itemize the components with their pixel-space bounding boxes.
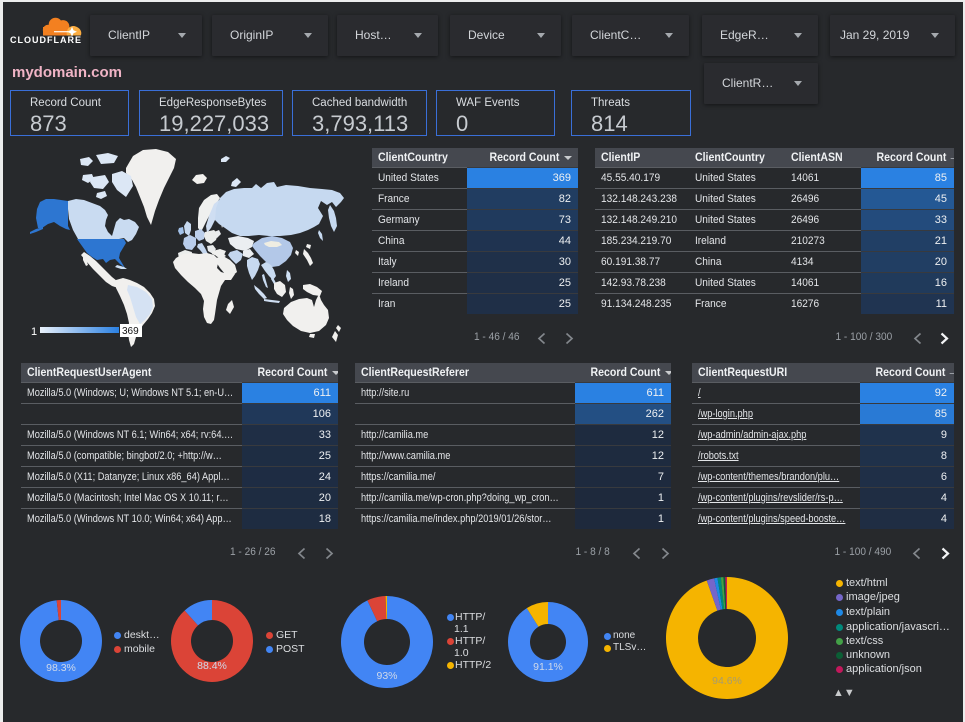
svg-text:1: 1 [31,326,37,338]
svg-text:369: 369 [122,326,139,337]
